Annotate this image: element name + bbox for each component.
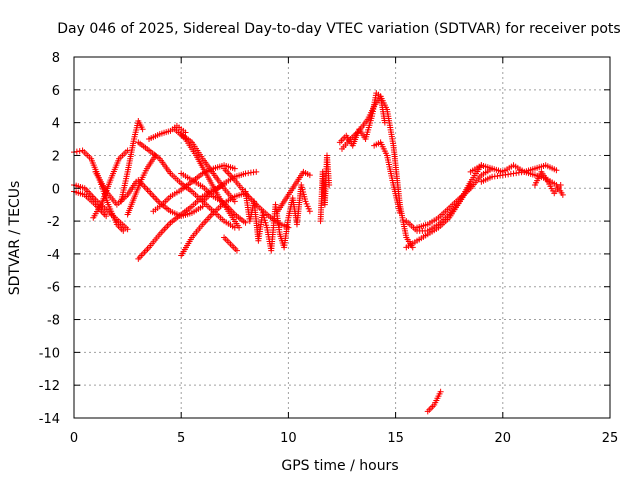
- data-point: [103, 213, 110, 220]
- y-tick-label: -10: [39, 346, 60, 361]
- data-point: [242, 219, 249, 226]
- data-point: [124, 147, 131, 154]
- data-point: [557, 181, 564, 188]
- data-point: [124, 226, 131, 233]
- x-tick-label: 25: [602, 431, 619, 446]
- data-point: [139, 126, 146, 133]
- series-sat-track-24: [339, 93, 416, 251]
- series-sat-track-32: [531, 168, 564, 197]
- series-sat-track-20: [242, 181, 313, 254]
- y-tick-label: 0: [52, 182, 60, 197]
- data-points: [71, 90, 566, 415]
- series-sat-track-22: [317, 152, 333, 225]
- series-sat-track-16: [178, 170, 249, 226]
- series-sat-track-17: [199, 168, 260, 205]
- series-sat-track-26: [403, 162, 485, 251]
- data-point: [236, 224, 243, 231]
- series-sat-track-06: [118, 117, 146, 205]
- data-point: [396, 209, 403, 216]
- y-axis-label: SDTVAR / TECUs: [7, 181, 23, 296]
- data-point: [120, 227, 127, 234]
- y-tick-label: -6: [47, 281, 60, 296]
- chart-title: Day 046 of 2025, Sidereal Day-to-day VTE…: [57, 21, 620, 37]
- data-point: [233, 247, 240, 254]
- data-point: [437, 388, 444, 395]
- y-tick-label: -2: [47, 215, 60, 230]
- data-point: [76, 148, 83, 155]
- data-point: [306, 172, 313, 179]
- series-sat-track-25: [371, 139, 403, 216]
- data-point: [553, 167, 560, 174]
- series-sat-track-27: [403, 181, 474, 234]
- data-point: [306, 208, 313, 215]
- data-point: [231, 165, 238, 172]
- series-sat-track-29: [424, 388, 444, 415]
- x-tick-label: 0: [70, 431, 78, 446]
- x-axis-label: GPS time / hours: [281, 458, 398, 474]
- x-tick-label: 5: [177, 431, 185, 446]
- y-tick-label: 2: [52, 149, 60, 164]
- data-point: [73, 148, 80, 155]
- series-sat-track-03: [71, 188, 110, 220]
- y-tick-label: -14: [39, 412, 60, 427]
- series-sat-track-12: [146, 122, 189, 143]
- grid-lines: [74, 57, 610, 418]
- data-point: [559, 191, 566, 198]
- x-axis-ticks: 0 5 10 15 20 25: [70, 57, 618, 446]
- y-tick-label: 8: [52, 51, 60, 66]
- series-sat-track-31: [478, 168, 566, 198]
- series-sat-track-11: [135, 177, 206, 220]
- x-tick-label: 10: [280, 431, 297, 446]
- data-point: [182, 129, 189, 136]
- y-tick-label: -8: [47, 314, 60, 329]
- series-sat-track-21: [274, 168, 313, 215]
- x-tick-label: 20: [495, 431, 512, 446]
- x-tick-label: 15: [387, 431, 404, 446]
- plot-frame: [73, 56, 611, 419]
- y-tick-label: 4: [52, 117, 60, 132]
- y-axis-ticks: 8 6 4 2 0 -2 -4 -6 -8 -10 -12 -14: [39, 51, 610, 427]
- series-sat-track-04: [90, 147, 131, 221]
- data-point: [326, 181, 333, 188]
- series-sat-track-15: [178, 190, 249, 259]
- y-tick-label: 6: [52, 84, 60, 99]
- y-tick-label: -12: [39, 379, 60, 394]
- data-point: [253, 168, 260, 175]
- series-sat-track-30: [467, 162, 560, 175]
- series-sat-track-19: [221, 234, 240, 254]
- series-sat-track-28: [414, 165, 496, 231]
- y-tick-label: -4: [47, 248, 60, 263]
